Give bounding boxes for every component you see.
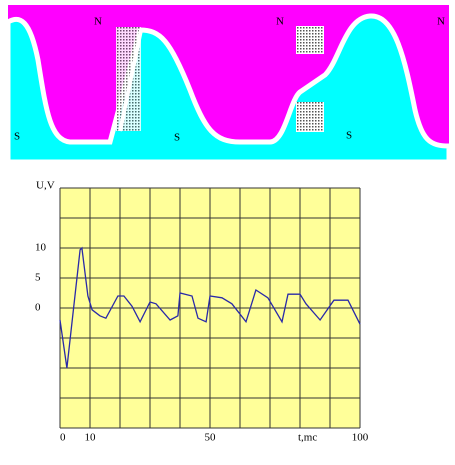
- y-tick-label: 10: [35, 242, 47, 254]
- magnet-illustration: N N N S S S: [5, 5, 452, 165]
- coil-right-bottom: [296, 102, 324, 132]
- data-line: [59, 246, 361, 369]
- y-axis-label: U,V: [36, 180, 55, 192]
- pole-label: S: [14, 131, 20, 143]
- pole-label: N: [94, 16, 102, 28]
- x-tick-label: 0: [60, 432, 66, 444]
- x-tick-label: 50: [205, 432, 217, 444]
- pole-label: S: [174, 132, 180, 144]
- x-axis-label: t,mc: [298, 432, 317, 444]
- x-tick-label: 10: [85, 432, 97, 444]
- y-tick-label: 5: [35, 272, 41, 284]
- wave-front: [118, 29, 143, 132]
- coil-right-top: [296, 26, 324, 54]
- y-tick-label: 0: [35, 302, 41, 314]
- pole-label: N: [276, 16, 284, 28]
- x-tick-label: 100: [352, 432, 369, 444]
- pole-label: N: [437, 16, 445, 28]
- pole-label: S: [346, 130, 352, 142]
